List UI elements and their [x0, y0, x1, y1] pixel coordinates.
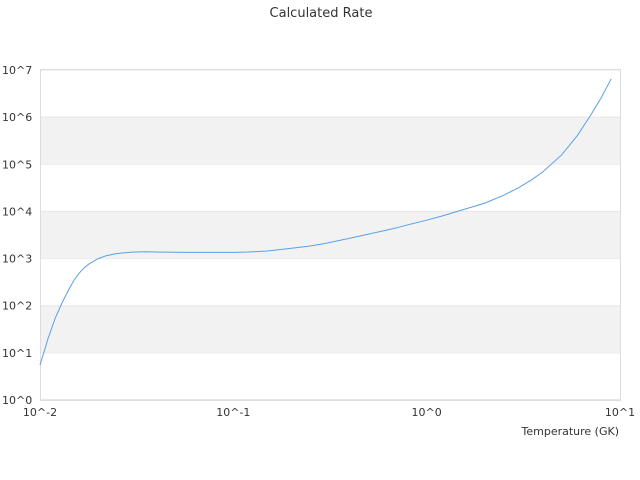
- x-tick-label: 10^1: [605, 406, 635, 419]
- y-tick-label: 10^6: [2, 111, 32, 124]
- y-tick-label: 10^7: [2, 64, 32, 77]
- x-axis-ticks: 10^-2 10^-1 10^0 10^1: [23, 406, 635, 419]
- chart-title: Calculated Rate: [270, 6, 373, 21]
- x-tick-label: 10^0: [412, 406, 442, 419]
- series-group: [39, 78, 612, 366]
- plot-frame: [40, 69, 621, 401]
- grid-bands: [40, 69, 620, 354]
- y-tick-label: 10^3: [2, 253, 32, 266]
- y-tick-label: 10^2: [2, 300, 32, 313]
- y-axis-ticks: 10^0 10^1 10^2 10^3 10^4 10^5 10^6 10^7: [2, 64, 32, 407]
- x-tick-label: 10^-1: [216, 406, 250, 419]
- y-tick-label: 10^4: [2, 205, 32, 218]
- y-tick-label: 10^0: [2, 394, 32, 407]
- x-axis-title: Temperature (GK): [521, 425, 620, 438]
- series-line-1: [39, 78, 612, 366]
- y-tick-label: 10^5: [2, 158, 32, 171]
- grid-band: [40, 211, 620, 259]
- y-tick-label: 10^1: [2, 347, 32, 360]
- grid-band: [40, 305, 620, 353]
- grid-band: [40, 117, 620, 165]
- x-tick-label: 10^-2: [23, 406, 57, 419]
